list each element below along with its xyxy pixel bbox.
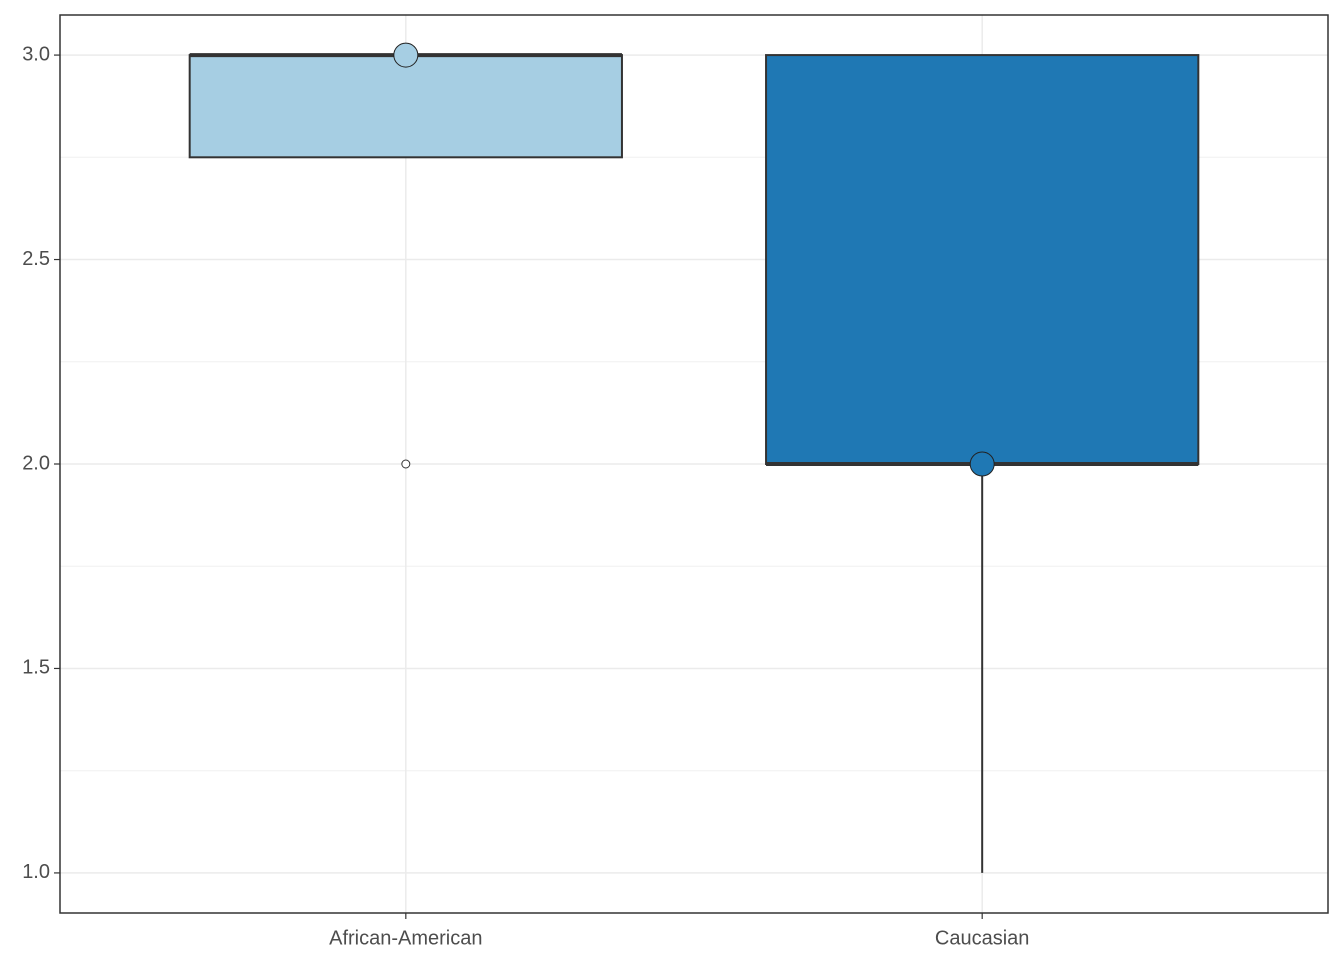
y-tick-label: 1.0: [22, 861, 50, 883]
box: [188, 54, 623, 159]
marker: [969, 451, 995, 477]
y-tick-label: 2.5: [22, 248, 50, 270]
y-tick-label: 3.0: [22, 43, 50, 65]
box: [765, 54, 1200, 466]
marker: [393, 42, 419, 68]
plot-border: [59, 14, 1329, 914]
x-tick-label: Caucasian: [935, 927, 1030, 949]
outlier: [401, 459, 411, 469]
y-tick-label: 2.0: [22, 452, 50, 474]
y-tick-label: 1.5: [22, 657, 50, 679]
x-tick-label: African-American: [329, 927, 482, 949]
